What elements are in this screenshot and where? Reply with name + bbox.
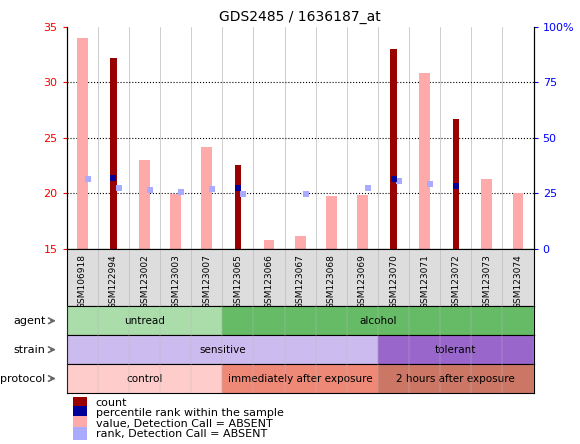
Bar — [72, 416, 87, 431]
Text: GSM123066: GSM123066 — [264, 254, 274, 309]
Text: GSM123071: GSM123071 — [420, 254, 429, 309]
Bar — [72, 395, 87, 410]
Bar — [110, 58, 117, 249]
Text: GSM106918: GSM106918 — [78, 254, 87, 309]
Bar — [378, 335, 534, 364]
Bar — [235, 166, 241, 249]
Bar — [378, 364, 534, 393]
Bar — [357, 195, 368, 249]
Bar — [201, 147, 212, 249]
Text: strain: strain — [13, 345, 45, 355]
Bar — [77, 38, 88, 249]
Text: immediately after exposure: immediately after exposure — [228, 373, 372, 384]
Text: alcohol: alcohol — [359, 316, 397, 326]
Text: 2 hours after exposure: 2 hours after exposure — [396, 373, 515, 384]
Text: protocol: protocol — [0, 373, 45, 384]
Text: GSM123073: GSM123073 — [483, 254, 491, 309]
Text: GSM123072: GSM123072 — [451, 254, 461, 309]
Bar — [390, 49, 397, 249]
Text: control: control — [126, 373, 163, 384]
Title: GDS2485 / 1636187_at: GDS2485 / 1636187_at — [219, 10, 381, 24]
Bar — [67, 335, 378, 364]
Text: sensitive: sensitive — [199, 345, 246, 355]
Text: GSM123070: GSM123070 — [389, 254, 398, 309]
Text: GSM123069: GSM123069 — [358, 254, 367, 309]
Bar — [513, 193, 524, 249]
Text: GSM123003: GSM123003 — [171, 254, 180, 309]
Bar — [72, 427, 87, 442]
Bar — [170, 194, 181, 249]
Text: GSM123007: GSM123007 — [202, 254, 211, 309]
Text: GSM123074: GSM123074 — [513, 254, 523, 309]
Bar — [72, 406, 87, 420]
Bar — [452, 119, 459, 249]
Text: GSM122994: GSM122994 — [109, 254, 118, 309]
Bar — [139, 160, 150, 249]
Bar — [263, 240, 274, 249]
Text: untread: untread — [124, 316, 165, 326]
Text: count: count — [96, 398, 127, 408]
Bar — [222, 364, 378, 393]
Bar — [326, 196, 337, 249]
Text: agent: agent — [13, 316, 45, 326]
Text: GSM123002: GSM123002 — [140, 254, 149, 309]
Text: value, Detection Call = ABSENT: value, Detection Call = ABSENT — [96, 419, 273, 429]
Text: GSM123065: GSM123065 — [233, 254, 242, 309]
Text: GSM123067: GSM123067 — [296, 254, 304, 309]
Text: tolerant: tolerant — [435, 345, 477, 355]
Text: GSM123068: GSM123068 — [327, 254, 336, 309]
Bar — [67, 306, 222, 335]
Text: rank, Detection Call = ABSENT: rank, Detection Call = ABSENT — [96, 429, 267, 439]
Bar — [419, 73, 430, 249]
Bar — [295, 236, 306, 249]
Text: percentile rank within the sample: percentile rank within the sample — [96, 408, 284, 418]
Bar — [481, 179, 492, 249]
Bar — [67, 364, 222, 393]
Bar — [222, 306, 534, 335]
